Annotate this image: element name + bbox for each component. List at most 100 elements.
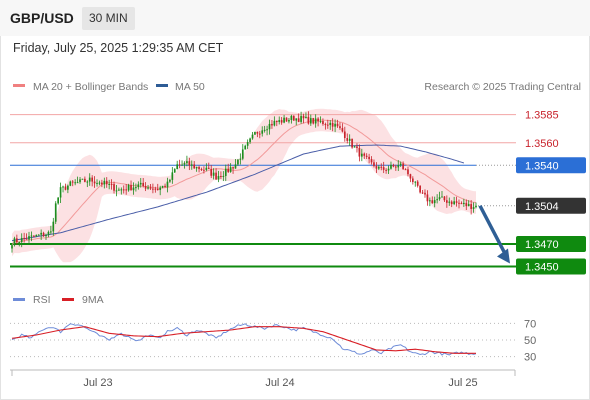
candle-body	[74, 182, 77, 184]
candle	[414, 181, 417, 187]
candle-body	[339, 126, 341, 129]
candle	[443, 195, 446, 202]
candle	[224, 164, 227, 182]
candle	[105, 177, 108, 188]
resistance-label: 1.3585	[525, 110, 559, 122]
candle	[428, 197, 431, 207]
candle	[101, 179, 103, 188]
support-label: 1.3450	[525, 262, 559, 274]
x-tick-label: Jul 24	[265, 377, 294, 389]
candle-body	[443, 196, 446, 201]
timeframe-badge[interactable]: 30 MIN	[82, 7, 135, 30]
candle	[455, 196, 458, 207]
candle-body	[28, 236, 30, 240]
candle-body	[448, 201, 451, 203]
candle	[30, 231, 33, 242]
candle-body	[171, 172, 174, 180]
candle	[292, 115, 295, 121]
candle	[188, 157, 191, 171]
candle-body	[312, 118, 315, 124]
moving-average-layer	[11, 119, 477, 246]
candle-body	[319, 121, 322, 123]
candle	[220, 171, 222, 179]
candle	[62, 185, 64, 193]
candle	[152, 183, 154, 194]
candle-body	[385, 169, 387, 171]
candle-body	[144, 185, 147, 189]
candle	[147, 185, 149, 190]
candle	[13, 236, 16, 247]
candle	[407, 166, 409, 177]
candle	[275, 120, 278, 127]
candle	[132, 182, 135, 195]
candle	[244, 144, 247, 150]
candle	[441, 190, 443, 198]
candle-body	[130, 184, 132, 191]
candle-body	[390, 164, 392, 169]
candle-body	[42, 232, 45, 237]
candle-body	[186, 161, 188, 164]
projection-arrow-head	[497, 248, 510, 264]
candle	[411, 176, 414, 185]
candle-body	[207, 167, 210, 169]
candle-body	[222, 175, 225, 177]
candle	[467, 200, 470, 207]
candle	[144, 182, 147, 192]
candle-body	[30, 235, 33, 237]
candle-body	[258, 133, 261, 135]
rsi-line	[11, 323, 477, 356]
candle-body	[25, 238, 28, 240]
candle-body	[103, 180, 106, 185]
candle	[346, 133, 349, 144]
candle-body	[79, 179, 81, 183]
candle-body	[152, 188, 154, 190]
candle	[164, 183, 166, 188]
candle	[358, 144, 361, 162]
candle-body	[159, 187, 162, 191]
candle-body	[360, 153, 363, 157]
candle	[263, 125, 266, 133]
ma20-legend-swatch	[13, 84, 25, 87]
candle-body	[419, 185, 421, 193]
candle-body	[239, 158, 242, 160]
candle-body	[212, 172, 215, 176]
candle-body	[142, 182, 145, 186]
candle	[71, 179, 74, 187]
candle	[93, 176, 96, 188]
rsi-tick-label: 70	[524, 318, 536, 330]
candle	[173, 168, 176, 174]
candle	[360, 148, 363, 162]
candle-body	[273, 120, 276, 126]
candle-body	[35, 234, 38, 237]
candle	[98, 180, 101, 186]
candle-body	[125, 189, 128, 191]
candle-body	[341, 128, 344, 132]
candle	[96, 179, 98, 187]
candle-body	[433, 200, 436, 204]
candle-body	[147, 187, 149, 189]
candle	[161, 185, 164, 189]
candle-body	[283, 117, 285, 123]
candle-body	[164, 185, 166, 188]
candle-body	[455, 201, 458, 203]
candle	[227, 163, 230, 173]
ma50-line	[11, 144, 465, 242]
candle	[246, 139, 249, 149]
last-price-label: 1.3504	[525, 201, 559, 213]
candle	[120, 187, 123, 195]
candle	[205, 163, 208, 172]
candle	[380, 163, 383, 171]
candle	[113, 181, 115, 194]
candle-body	[382, 167, 385, 170]
candle-body	[365, 155, 368, 157]
candle	[283, 114, 285, 124]
candle-body	[268, 123, 271, 130]
candle-body	[288, 119, 290, 122]
candle	[448, 197, 451, 206]
candle	[373, 159, 375, 168]
candle	[54, 201, 57, 225]
candle	[450, 200, 453, 208]
candle-body	[166, 181, 169, 188]
candle	[122, 185, 125, 194]
rsi-tick-label: 50	[524, 335, 536, 347]
